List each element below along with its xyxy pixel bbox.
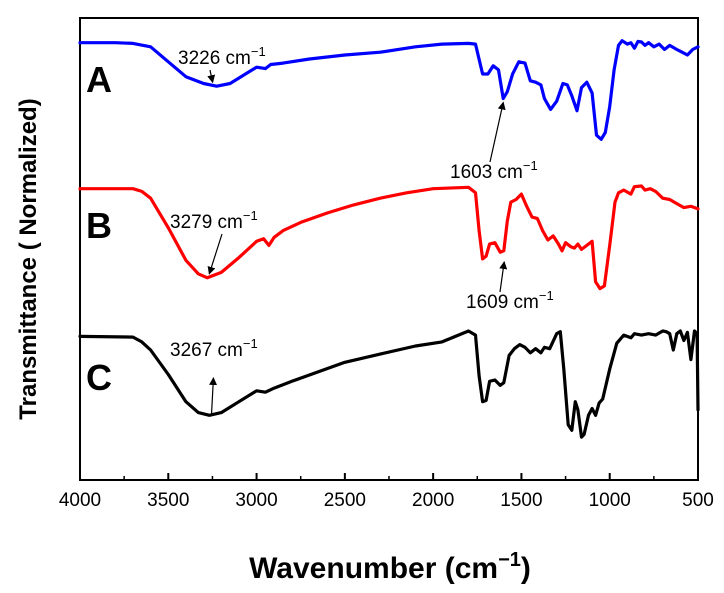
x-tick-label: 1500: [500, 490, 542, 511]
series-line-a: [78, 39, 700, 141]
series-line-b: [78, 184, 700, 291]
x-axis-ticks: 4000 3500 3000 2500 2000 1500 1000 500: [59, 473, 714, 511]
plot-frame: [79, 17, 699, 481]
annotation-label-main: 3226 cm: [178, 48, 251, 69]
series-group: [78, 39, 700, 439]
annotation-label-main: 3267 cm: [170, 340, 243, 361]
annotation-label: 1603 cm−1: [450, 158, 538, 183]
annotation-arrow: [207, 69, 216, 84]
annotation-label-sup: −1: [243, 208, 258, 223]
annotation-label-main: 3279 cm: [170, 212, 243, 233]
series-line-c: [78, 329, 700, 439]
x-axis-title-close: ): [521, 552, 531, 585]
annotation-arrow: [207, 233, 223, 275]
annotation-arrow: [489, 101, 506, 163]
x-tick-label: 1000: [589, 490, 631, 511]
annotation-label: 3226 cm−1: [178, 44, 266, 69]
annotation-arrow: [499, 261, 508, 293]
x-tick-label: 2500: [324, 490, 366, 511]
annotation-label: 3279 cm−1: [170, 208, 258, 233]
annotation-label-sup: −1: [523, 158, 538, 173]
x-tick-label: 500: [682, 490, 714, 511]
annotation-label: 3267 cm−1: [170, 336, 258, 361]
annotation-label: 1609 cm−1: [466, 288, 554, 313]
x-tick-label: 3000: [235, 490, 277, 511]
y-axis-title: Transmittance ( Normalized): [15, 98, 42, 419]
panel-label-group: A B C: [86, 59, 112, 398]
x-tick-label: 4000: [59, 490, 101, 511]
annotation-label-main: 1609 cm: [466, 292, 539, 313]
x-tick-label: 3500: [147, 490, 189, 511]
annotation-label-main: 1603 cm: [450, 162, 523, 183]
x-axis-title-main: Wavenumber (cm: [249, 552, 498, 585]
annotation-label-sup: −1: [251, 44, 266, 59]
annotation-label-sup: −1: [243, 336, 258, 351]
panel-label-a: A: [86, 59, 112, 100]
x-axis-title-sup: −1: [498, 549, 521, 571]
x-axis-title: Wavenumber (cm−1): [249, 549, 531, 585]
panel-label-b: B: [86, 205, 112, 246]
x-tick-label: 2000: [412, 490, 454, 511]
annotation-label-sup: −1: [539, 288, 554, 303]
panel-label-c: C: [86, 357, 112, 398]
annotation-arrow: [209, 377, 218, 417]
